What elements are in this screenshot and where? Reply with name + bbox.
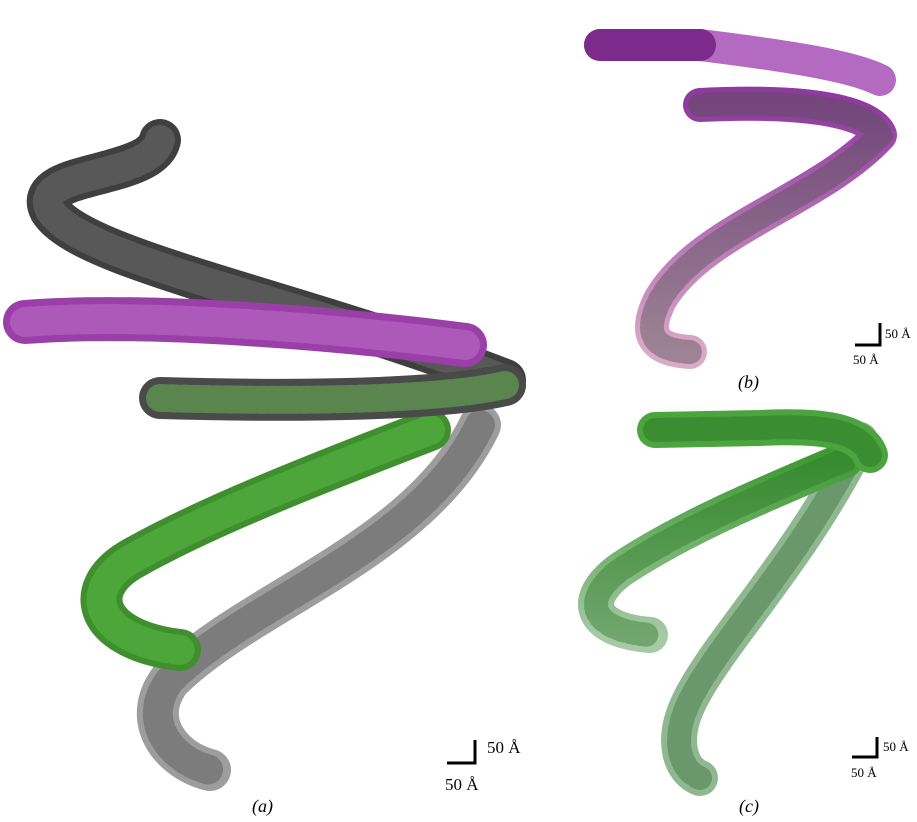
scale-bar-horizontal: 50 Å xyxy=(445,775,479,794)
panel-label: (c) xyxy=(739,796,759,817)
scale-bar-vertical: 50 Å xyxy=(487,738,521,757)
panel-label: (a) xyxy=(252,796,273,817)
scale-bar-horizontal: 50 Å xyxy=(851,765,877,780)
scale-bar-horizontal: 50 Å xyxy=(853,352,879,367)
scale-bar-c: 50 Å 50 Å xyxy=(851,737,909,780)
scale-bar-vertical: 50 Å xyxy=(883,739,909,754)
scale-bar-b: 50 Å 50 Å xyxy=(853,323,911,367)
panel-a-structure xyxy=(25,140,505,770)
panel-b-structure xyxy=(600,45,880,352)
panel-c-structure xyxy=(596,427,870,778)
scale-bar-vertical: 50 Å xyxy=(885,326,911,341)
figure: 50 Å 50 Å (a) 50 Å 50 Å (b) 50 Å 50 Å (c… xyxy=(0,0,917,822)
scale-bar-a: 50 Å 50 Å xyxy=(445,738,521,794)
panel-label: (b) xyxy=(738,372,759,393)
